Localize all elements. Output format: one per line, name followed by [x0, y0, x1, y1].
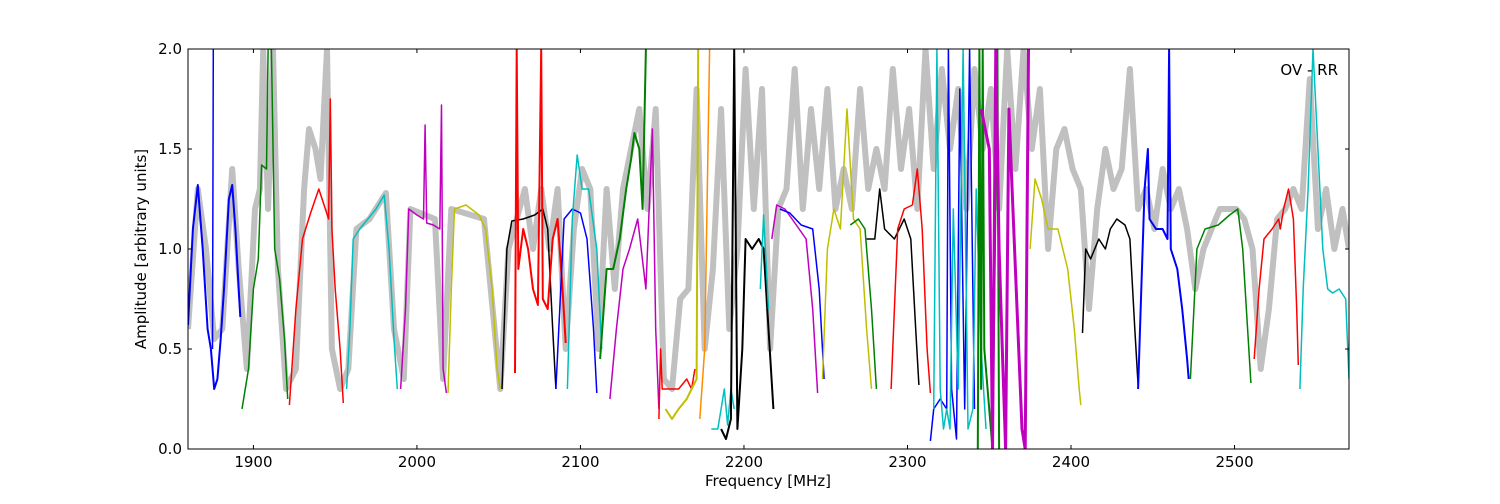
series-line-3: [241, 49, 289, 410]
series-line-16: [699, 49, 711, 420]
series-line-24: [866, 188, 920, 386]
y-tick-label: 1.5: [158, 140, 182, 158]
y-tick-label: 1.0: [158, 240, 182, 258]
series-line-15: [664, 49, 700, 420]
x-tick-label: 2300: [888, 453, 926, 471]
series-line-14: [658, 348, 696, 420]
series-line-8: [501, 208, 557, 390]
series-line-1: [188, 184, 242, 390]
series-line-10: [555, 208, 598, 394]
series-line-9: [514, 49, 567, 374]
series-line-21: [779, 208, 825, 380]
annotation-label: OV - RR: [1280, 61, 1338, 79]
series-line-6: [399, 104, 448, 394]
series-line-23: [849, 218, 878, 390]
series-line-18: [720, 49, 775, 440]
series-line-20: [771, 204, 819, 394]
series-layer: [188, 49, 1349, 449]
series-line-27: [932, 49, 987, 430]
series-line-22: [821, 108, 873, 390]
x-tick-label: 2100: [561, 453, 599, 471]
x-tick-label: 2000: [398, 453, 436, 471]
series-line-4: [288, 98, 345, 406]
y-tick-label: 0.5: [158, 340, 182, 358]
y-axis-label: Amplitude [arbitrary units]: [132, 149, 150, 349]
y-tick-label: 2.0: [158, 40, 182, 58]
x-tick-label: 2400: [1052, 453, 1090, 471]
series-line-33: [1189, 208, 1252, 384]
series-line-13: [609, 128, 660, 410]
series-line-29: [979, 49, 1030, 449]
series-line-5: [345, 194, 399, 390]
series-line-11: [566, 154, 603, 390]
series-line-19: [759, 214, 770, 310]
series-line-30: [1029, 178, 1082, 406]
x-tick-label: 2500: [1215, 453, 1253, 471]
y-tick-label: 0.0: [158, 440, 182, 458]
x-tick-label: 2200: [725, 453, 763, 471]
ticks-layer: 1900 2000 2100 2200 2300 2400 2500 0.0 0.5 1.0 1.5…: [158, 40, 1349, 471]
series-line-34: [1253, 188, 1300, 366]
series-line-31: [1081, 218, 1139, 386]
series-line-32: [1137, 49, 1190, 390]
series-line-25: [890, 168, 932, 394]
series-line-35: [1299, 49, 1349, 390]
x-axis-label: Frequency [MHz]: [705, 472, 831, 490]
series-line-2: [211, 49, 215, 350]
series-line-12: [599, 49, 647, 360]
series-line-7: [447, 204, 502, 394]
x-tick-label: 1900: [234, 453, 272, 471]
